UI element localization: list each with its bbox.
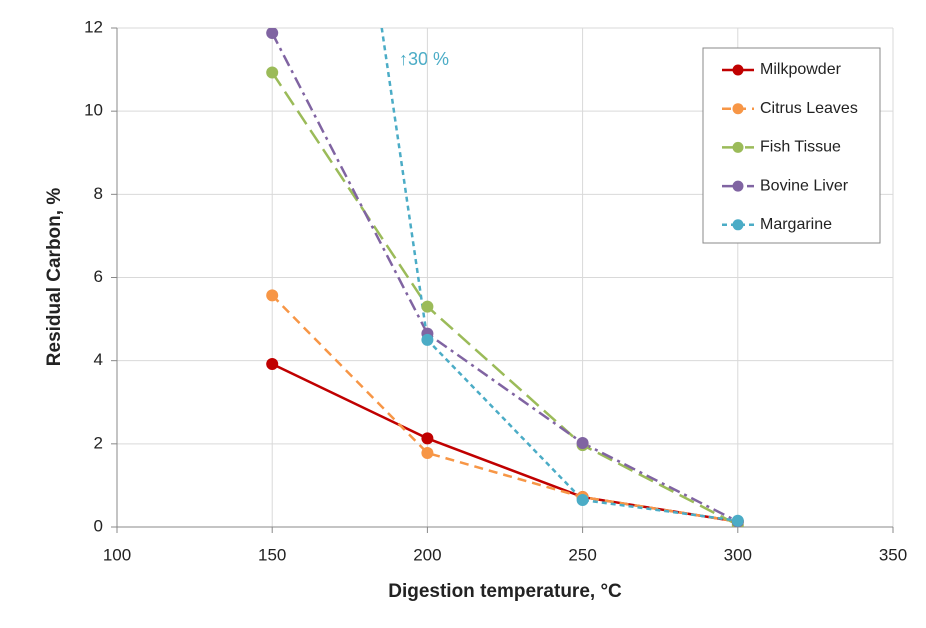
- point: [576, 493, 589, 506]
- legend-box: [702, 47, 881, 244]
- series-line: [271, 71, 739, 527]
- legend-marker: [732, 141, 744, 153]
- plot-area: [266, 28, 744, 527]
- legend-marker: [732, 180, 744, 192]
- point: [266, 289, 279, 302]
- x-tick-label: 150: [258, 545, 286, 564]
- legend-marker: [732, 64, 744, 76]
- legend-marker: [732, 103, 744, 115]
- legend-label: Milkpowder: [760, 61, 842, 78]
- y-tick-label: 6: [94, 267, 103, 286]
- point: [421, 333, 434, 346]
- point: [421, 432, 434, 445]
- legend-label: Margarine: [760, 216, 832, 233]
- x-tick-label: 250: [568, 545, 596, 564]
- annotation: ↑30 %: [399, 49, 449, 69]
- y-tick-label: 0: [94, 516, 103, 535]
- point: [576, 437, 589, 450]
- legend-label: Fish Tissue: [760, 139, 841, 156]
- y-tick-label: 10: [84, 101, 103, 120]
- y-tick-label: 4: [94, 350, 103, 369]
- y-axis-label: Residual Carbon, %: [44, 188, 65, 367]
- point: [266, 66, 279, 79]
- point: [421, 446, 434, 459]
- x-axis-label: Digestion temperature, °C: [388, 581, 622, 602]
- y-tick-label: 2: [94, 433, 103, 452]
- x-tick-label: 350: [879, 545, 907, 564]
- point: [421, 300, 434, 313]
- point: [266, 28, 279, 39]
- legend-marker: [732, 219, 744, 231]
- y-tick-label: 8: [94, 184, 103, 203]
- x-tick-label: 200: [413, 545, 441, 564]
- point: [731, 514, 744, 527]
- x-tick-label: 100: [103, 545, 131, 564]
- series-line: [271, 32, 739, 523]
- series-line: [380, 28, 738, 523]
- legend-label: Bovine Liver: [760, 177, 849, 194]
- legend-label: Citrus Leaves: [760, 100, 858, 117]
- y-tick-label: 12: [84, 17, 103, 36]
- series-line: [271, 294, 738, 523]
- x-tick-label: 300: [724, 545, 752, 564]
- point: [266, 357, 279, 370]
